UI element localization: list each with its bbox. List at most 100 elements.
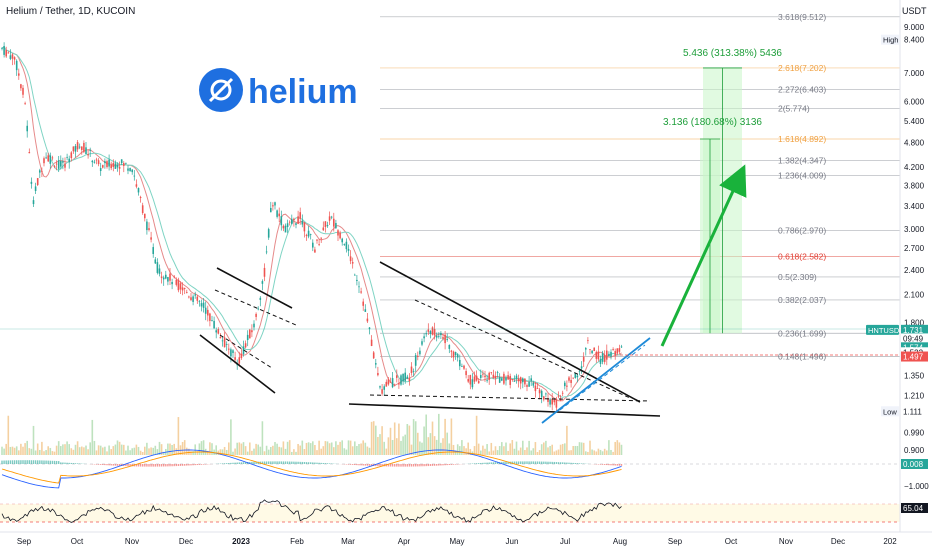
macd-histogram-bar (49, 460, 51, 464)
projection-label: 3.136 (180.68%) 3136 (663, 117, 762, 128)
candle-body (223, 337, 226, 348)
oscillator-badge (901, 459, 928, 469)
macd-histogram-bar (148, 464, 150, 467)
volume-bar (473, 446, 476, 455)
volume-bar (448, 443, 451, 455)
time-axis[interactable]: Sep Oct Nov Dec 2023 Feb Mar Apr May Jun Jul Aug Sep… (17, 537, 897, 546)
wedge-top-line (379, 261, 641, 403)
candle-body (461, 366, 463, 367)
volume-bar (81, 446, 83, 455)
wedge-base-dashed-line (369, 394, 651, 402)
price-tick-label: 3.000 (904, 225, 925, 234)
macd-histogram-bar (490, 462, 492, 464)
volume-bar (22, 446, 24, 455)
volume-bar (385, 448, 388, 455)
volume-bar (425, 414, 427, 455)
macd-histogram-bar (276, 461, 278, 464)
candle-body (402, 373, 404, 382)
candle-body (154, 259, 157, 264)
candle-body (543, 396, 545, 400)
fib-level-label: 2.272(6.403) (778, 85, 826, 95)
macd-histogram-bar (484, 462, 486, 464)
macd-histogram-bar (406, 464, 408, 467)
candle-body (484, 375, 486, 378)
fib-level-label: 1.236(4.009) (778, 171, 826, 181)
macd-histogram-bar (324, 463, 327, 464)
rising-trendline-dashed (559, 344, 646, 411)
candle-body (3, 46, 5, 55)
candle-body (498, 377, 501, 383)
candle-body (133, 175, 136, 177)
price-badge-label: 1.497 (903, 353, 924, 362)
volume-bar (309, 443, 312, 455)
macd-histogram-bar (158, 464, 161, 467)
macd-histogram-bar (150, 464, 152, 467)
candle-body (477, 381, 480, 384)
candle-body (591, 350, 593, 354)
volume-bar (51, 451, 54, 455)
candle-body (261, 281, 264, 284)
rising-trendline (541, 337, 651, 424)
macd-histogram-bar (11, 460, 14, 464)
price-badge-label: 1.111 (903, 407, 922, 416)
volume-bar (129, 450, 131, 455)
volume-bar (133, 447, 136, 455)
volume-bar (148, 448, 150, 455)
candle-body (13, 57, 16, 60)
candle-body (60, 161, 62, 167)
candle-body (314, 249, 316, 253)
macd-histogram-bar (190, 464, 192, 466)
macd-histogram-bar (118, 464, 121, 466)
macd-histogram-bar (616, 464, 618, 466)
macd-histogram-bar (238, 462, 240, 464)
candle-body (429, 331, 432, 334)
candle-body (522, 378, 524, 383)
candle-body (435, 335, 438, 338)
candle-body (165, 274, 167, 279)
macd-histogram-bar (100, 464, 102, 465)
volume-bar (593, 450, 595, 455)
candle-body (303, 222, 306, 232)
macd-histogram-bar (507, 461, 509, 464)
macd-histogram-bar (549, 461, 551, 464)
volume-bar (286, 441, 289, 455)
candle-body (116, 164, 119, 168)
volume-bar (175, 448, 178, 455)
volume-bar (322, 446, 325, 455)
volume-bars (1, 413, 623, 455)
macd-histogram-bar (156, 464, 159, 467)
macd-histogram-bar (396, 464, 398, 467)
candle-body (438, 335, 440, 337)
volume-bar (104, 446, 106, 455)
candle-body (207, 309, 209, 316)
volume-bar (270, 446, 272, 455)
macd-histogram-bar (444, 464, 446, 466)
volume-bar (3, 448, 5, 455)
volume-bar (492, 450, 495, 455)
time-tick-label: Oct (71, 537, 84, 546)
price-axis[interactable]: 9.000 8.400 7.000 6.000 5.400 4.800 4.200 3.800… (904, 23, 929, 491)
macd-histogram-bar (34, 460, 37, 464)
volume-bar (95, 450, 98, 455)
pattern-lines (199, 164, 747, 424)
volume-bar (454, 450, 457, 455)
candle-body (408, 378, 411, 382)
price-tick-label: 2.100 (904, 290, 925, 299)
volume-bar (93, 440, 96, 455)
candle-body (412, 371, 415, 373)
candle-body (192, 296, 194, 302)
candle-body (249, 329, 251, 339)
macd-histogram-bar (436, 464, 438, 466)
candle-body (568, 377, 570, 381)
volume-bar (616, 440, 619, 455)
candle-body (488, 372, 490, 380)
time-tick-label: Jul (560, 537, 570, 546)
candle-body (383, 386, 385, 390)
candle-body (150, 237, 152, 240)
price-tick-label: 0.990 (904, 428, 925, 437)
candle-body (230, 349, 232, 357)
candle-body (456, 354, 459, 358)
volume-bar (110, 449, 112, 455)
volume-bar (547, 447, 549, 455)
